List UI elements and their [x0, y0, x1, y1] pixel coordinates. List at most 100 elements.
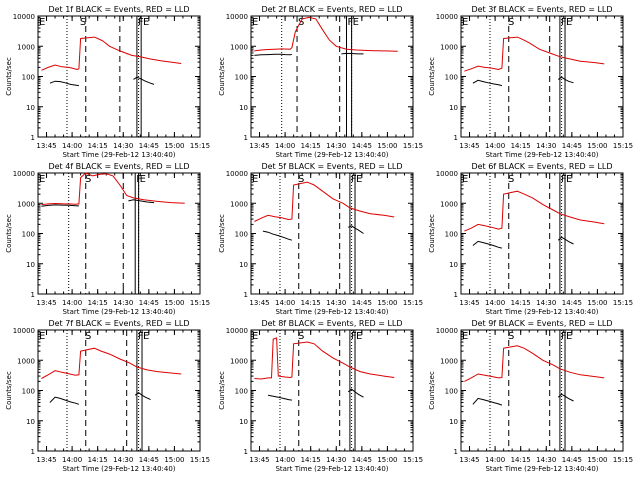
y-axis-label: Counts/sec	[218, 214, 226, 253]
panel-title: Det 7f BLACK = Events, RED = LLD	[48, 319, 189, 328]
y-tick-label: 1000	[17, 200, 35, 208]
x-tick-label: 14:30	[113, 299, 133, 307]
interval-marker: E	[143, 17, 149, 28]
plot-frame	[250, 329, 414, 452]
interval-marker: E	[462, 174, 468, 185]
y-axis-label: Counts/sec	[5, 371, 13, 410]
y-tick-label: 10000	[226, 327, 248, 335]
events-series-line	[128, 199, 155, 204]
plot-frame	[460, 172, 624, 295]
x-tick-label: 14:15	[511, 299, 531, 307]
y-tick-label: 10	[26, 261, 35, 269]
x-axis-label: Start Time (29-Feb-12 13:40:40)	[62, 151, 175, 159]
panel-title: Det 9f BLACK = Events, RED = LLD	[471, 319, 612, 328]
y-tick-label: 1000	[230, 200, 248, 208]
y-tick-label: 100	[445, 388, 458, 396]
plot-frame	[37, 172, 201, 295]
x-tick-label: 15:15	[613, 142, 633, 150]
detector-panel: Det 3f BLACK = Events, RED = LLD 1 10 100 10…	[428, 5, 633, 159]
interval-marker: F	[347, 17, 353, 28]
y-tick-label: 10	[449, 418, 458, 426]
y-tick-label: 1000	[440, 357, 458, 365]
events-series-line	[557, 76, 574, 84]
interval-marker: S	[298, 331, 304, 342]
y-tick-label: 100	[235, 231, 248, 239]
panel-title: Det 8f BLACK = Events, RED = LLD	[261, 319, 402, 328]
plot-frame	[460, 329, 624, 452]
x-tick-label: 15:15	[613, 299, 633, 307]
detector-panel: Det 4f BLACK = Events, RED = LLD 1 10 100 10…	[5, 162, 210, 316]
y-tick-label: 10	[449, 261, 458, 269]
plot-frame	[250, 15, 414, 138]
y-tick-label: 100	[235, 388, 248, 396]
interval-marker: F	[138, 331, 144, 342]
x-tick-label: 13:45	[459, 299, 479, 307]
interval-marker: E	[252, 17, 258, 28]
lld-series-line	[254, 16, 398, 52]
events-series-line	[133, 76, 155, 85]
y-tick-label: 1	[244, 448, 248, 456]
interval-marker: S	[298, 174, 304, 185]
y-tick-label: 100	[22, 231, 35, 239]
interval-marker: E	[252, 331, 258, 342]
y-tick-label: 10000	[13, 327, 35, 335]
lld-series-line	[41, 347, 182, 379]
x-tick-label: 15:00	[587, 142, 607, 150]
x-axis-label: Start Time (29-Feb-12 13:40:40)	[485, 465, 598, 473]
y-tick-label: 1	[31, 134, 35, 142]
x-tick-label: 15:15	[190, 456, 210, 464]
x-tick-label: 14:00	[62, 456, 82, 464]
x-tick-label: 13:45	[249, 299, 269, 307]
interval-marker: S	[80, 17, 86, 28]
y-tick-label: 10	[239, 104, 248, 112]
y-tick-label: 1	[454, 291, 458, 299]
interval-marker: E	[39, 174, 45, 185]
y-tick-label: 10	[239, 261, 248, 269]
x-axis-label: Start Time (29-Feb-12 13:40:40)	[62, 308, 175, 316]
x-tick-label: 15:00	[164, 299, 184, 307]
interval-marker: E	[356, 174, 362, 185]
y-tick-label: 1000	[440, 200, 458, 208]
x-axis-label: Start Time (29-Feb-12 13:40:40)	[62, 465, 175, 473]
x-tick-label: 13:45	[36, 456, 56, 464]
x-tick-label: 14:45	[139, 299, 159, 307]
x-tick-label: 15:00	[164, 142, 184, 150]
x-axis-label: Start Time (29-Feb-12 13:40:40)	[275, 465, 388, 473]
x-tick-label: 14:45	[562, 142, 582, 150]
detector-panel: Det 6f BLACK = Events, RED = LLD 1 10 100 10…	[428, 162, 633, 316]
y-tick-label: 10	[26, 418, 35, 426]
interval-marker: E	[39, 17, 45, 28]
interval-marker: E	[356, 331, 362, 342]
y-tick-label: 10000	[226, 13, 248, 21]
x-tick-label: 14:45	[139, 142, 159, 150]
panel-title: Det 2f BLACK = Events, RED = LLD	[261, 5, 402, 14]
events-series-line	[254, 53, 293, 56]
events-series-line	[472, 397, 503, 406]
x-tick-label: 14:00	[485, 299, 505, 307]
lld-series-line	[254, 181, 395, 222]
x-tick-label: 14:30	[536, 142, 556, 150]
x-tick-label: 14:15	[301, 142, 321, 150]
x-tick-label: 14:00	[275, 299, 295, 307]
x-tick-label: 15:15	[613, 456, 633, 464]
x-tick-label: 15:00	[164, 456, 184, 464]
x-tick-label: 14:30	[113, 456, 133, 464]
x-tick-label: 14:45	[562, 299, 582, 307]
x-tick-label: 14:45	[352, 299, 372, 307]
y-tick-label: 100	[445, 231, 458, 239]
x-tick-label: 14:45	[352, 456, 372, 464]
x-tick-label: 14:00	[275, 456, 295, 464]
x-tick-label: 14:45	[352, 142, 372, 150]
x-tick-label: 14:00	[485, 142, 505, 150]
y-axis-label: Counts/sec	[218, 57, 226, 96]
y-tick-label: 10000	[13, 13, 35, 21]
interval-marker: F	[351, 331, 357, 342]
events-series-line	[472, 240, 503, 249]
lld-series-line	[464, 190, 605, 232]
x-tick-label: 13:45	[36, 142, 56, 150]
x-tick-label: 13:45	[249, 456, 269, 464]
y-axis-label: Counts/sec	[428, 57, 436, 96]
detector-panel: Det 1f BLACK = Events, RED = LLD 1 10 100 10…	[5, 5, 210, 159]
detector-panel: Det 5f BLACK = Events, RED = LLD 1 10 100 10…	[218, 162, 423, 316]
events-series-line	[134, 391, 151, 401]
